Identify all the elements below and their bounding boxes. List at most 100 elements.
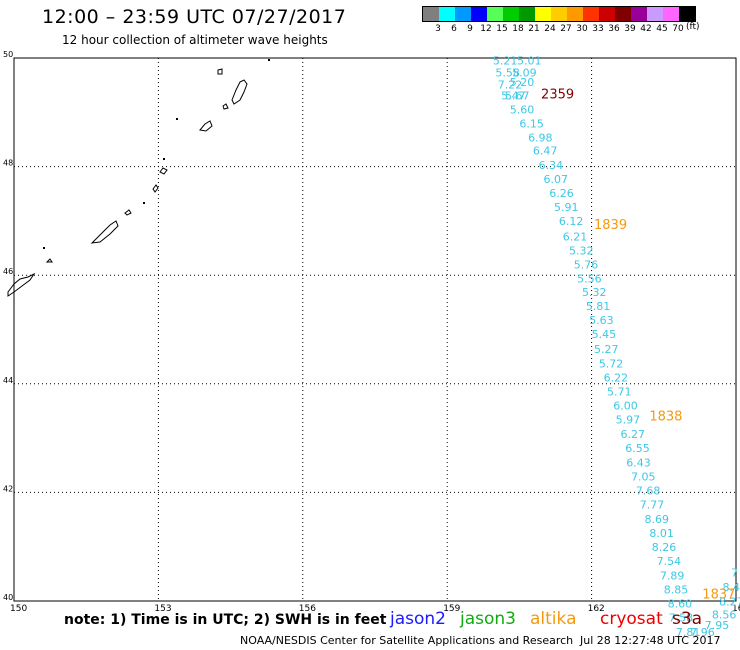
wave-height-labels: 5.21 5.015.585.095.207.225.475.675.60 6.15… bbox=[493, 55, 740, 639]
wave-height-label: 5.20 bbox=[510, 76, 534, 89]
pass-time-label: 1837 bbox=[702, 587, 735, 602]
pass-time-labels: 2359 1839 1838 1837 bbox=[541, 88, 735, 603]
legend-tick-label: 27 bbox=[560, 24, 572, 34]
islet bbox=[268, 59, 270, 61]
wave-height-label: 6.22 bbox=[604, 372, 629, 385]
legend-color-bar bbox=[422, 6, 696, 22]
wave-height-label: 7.58 bbox=[669, 612, 694, 625]
lon-tick-label: 150 bbox=[10, 604, 27, 614]
legend-swatch bbox=[599, 7, 615, 21]
kamchatka-coast bbox=[7, 272, 36, 297]
wave-height-label: 7.68 bbox=[636, 485, 661, 498]
wave-height-label: 5.58 bbox=[495, 66, 520, 79]
legend-tick-label: 18 bbox=[512, 24, 524, 34]
legend-swatch bbox=[615, 7, 631, 21]
wave-height-label: 6.00 bbox=[613, 399, 638, 412]
wave-height-label: 7.05 bbox=[631, 470, 656, 483]
satellite-label-jason3: jason3 bbox=[460, 609, 516, 629]
wave-height-label: 6.07 bbox=[543, 173, 568, 186]
wave-height-label: 5.32 bbox=[569, 245, 594, 258]
lon-tick-label: 159 bbox=[443, 604, 460, 614]
island-shiashkotan bbox=[199, 120, 213, 132]
island-urup bbox=[90, 220, 119, 244]
islet bbox=[143, 202, 145, 204]
legend-tick-label: 39 bbox=[624, 24, 636, 34]
wave-height-label: 7.81 bbox=[676, 626, 701, 639]
island-small-4 bbox=[222, 103, 229, 110]
wave-height-label: 6.26 bbox=[549, 187, 574, 200]
legend-swatch bbox=[679, 7, 695, 21]
legend-tick-label: 33 bbox=[592, 24, 604, 34]
legend-swatch bbox=[647, 7, 663, 21]
islet bbox=[176, 118, 178, 120]
wave-height-label: 5.01 bbox=[517, 55, 542, 68]
legend-swatch bbox=[487, 7, 503, 21]
legend-swatch bbox=[503, 7, 519, 21]
wave-height-label: 5.97 bbox=[616, 413, 641, 426]
lon-tick-label: 165 bbox=[732, 604, 740, 614]
lat-tick-label: 44 bbox=[3, 376, 13, 385]
legend-swatch bbox=[567, 7, 583, 21]
footer-generated-time: Jul 28 12:27:48 UTC 2017 bbox=[580, 634, 721, 647]
wave-height-label: 8.27 bbox=[719, 595, 740, 608]
legend-swatch bbox=[551, 7, 567, 21]
wave-height-label: 7.95 bbox=[705, 619, 730, 632]
legend-tick-label: 6 bbox=[451, 24, 457, 34]
legend-swatch bbox=[519, 7, 535, 21]
legend-tick-label: 24 bbox=[544, 24, 556, 34]
legend-labels: 3 6 9 12 15 18 21 24 27 30 33 36 39 42 45 70 bbox=[422, 22, 696, 34]
wave-height-label: 6.98 bbox=[528, 132, 553, 145]
wave-height-label: 5.63 bbox=[589, 314, 614, 327]
pass-time-label: 1838 bbox=[649, 410, 682, 425]
wave-height-label: 8.26 bbox=[652, 541, 677, 554]
wave-height-label: 5.32 bbox=[582, 286, 607, 299]
wave-height-label: 6.21 bbox=[563, 230, 588, 243]
lon-tick-label: 156 bbox=[299, 604, 316, 614]
islet bbox=[43, 247, 45, 249]
legend-swatch bbox=[439, 7, 455, 21]
wave-height-label: 5.81 bbox=[586, 300, 611, 313]
islet bbox=[163, 158, 165, 160]
island-small-3 bbox=[217, 68, 223, 75]
island-iturup bbox=[124, 209, 132, 216]
legend-swatch bbox=[583, 7, 599, 21]
wave-height-label: 6.27 bbox=[620, 428, 645, 441]
legend-tick-label: 9 bbox=[467, 24, 473, 34]
island-simushir bbox=[159, 167, 168, 175]
lon-tick-label: 162 bbox=[588, 604, 605, 614]
map-border bbox=[13, 57, 737, 602]
wave-height-label: 5.67 bbox=[505, 89, 529, 102]
satellite-label-cryosat: cryosat bbox=[600, 609, 663, 629]
wave-height-label: 7.54 bbox=[657, 555, 682, 568]
wave-height-label: 5.91 bbox=[554, 201, 579, 214]
coastline bbox=[7, 68, 248, 297]
wave-height-label: 5.71 bbox=[607, 386, 632, 399]
wave-height-label: 8.85 bbox=[664, 583, 689, 596]
wave-height-label: 6.15 bbox=[519, 118, 544, 131]
legend-tick-label: 15 bbox=[496, 24, 508, 34]
wave-height-label: 6.12 bbox=[559, 215, 584, 228]
footer-organization: NOAA/NESDIS Center for Satellite Applica… bbox=[240, 634, 574, 647]
satellite-label-jason2: jason2 bbox=[390, 609, 446, 629]
map-frame bbox=[13, 57, 737, 602]
wave-height-label: 8.47 bbox=[723, 581, 740, 594]
lat-tick-label: 48 bbox=[3, 159, 13, 168]
wave-height-label: 7.89 bbox=[660, 569, 685, 582]
legend-swatch bbox=[455, 7, 471, 21]
legend-tick-label: 21 bbox=[528, 24, 540, 34]
legend-swatch bbox=[471, 7, 487, 21]
wave-height-label: 5.45 bbox=[592, 328, 617, 341]
wave-height-label: 5.21 bbox=[493, 55, 517, 68]
footer-note: note: 1) Time is in UTC; 2) SWH is in fe… bbox=[64, 612, 387, 628]
legend-swatch bbox=[631, 7, 647, 21]
wave-height-label: 6.47 bbox=[533, 145, 558, 158]
legend-tick-label: 70 bbox=[672, 24, 684, 34]
legend-tick-label: 30 bbox=[576, 24, 588, 34]
pass-time-label: 2359 bbox=[541, 88, 574, 103]
lat-tick-label: 42 bbox=[3, 484, 13, 493]
wave-height-label: 5.09 bbox=[512, 66, 537, 79]
wave-height-label: 6.43 bbox=[626, 456, 651, 469]
lat-tick-label: 46 bbox=[3, 267, 13, 276]
wave-height-label: 5.47 bbox=[501, 89, 526, 102]
